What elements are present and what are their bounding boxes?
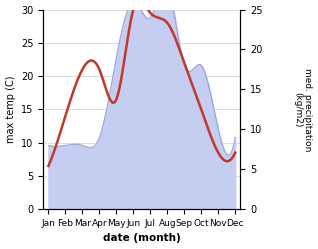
X-axis label: date (month): date (month) (103, 234, 181, 244)
Y-axis label: max temp (C): max temp (C) (5, 76, 16, 143)
Y-axis label: med. precipitation
(kg/m2): med. precipitation (kg/m2) (293, 68, 313, 151)
